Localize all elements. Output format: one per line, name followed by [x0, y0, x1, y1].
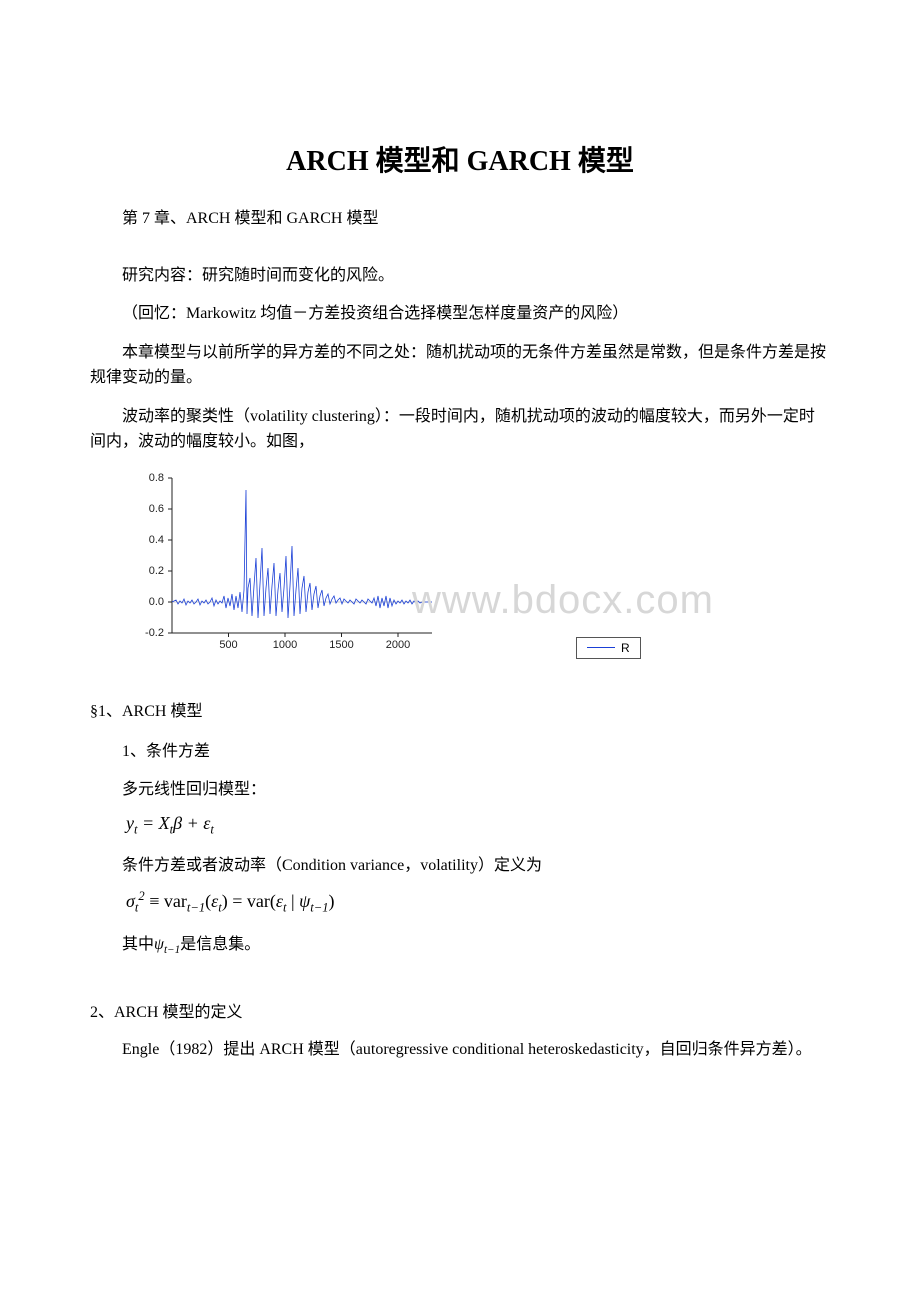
text-info-set: 其中ψt−1是信息集。	[122, 930, 830, 956]
f2-bar: |	[286, 891, 299, 911]
formula-regression: yt = Xtβ + εt	[126, 813, 830, 838]
ytick-0.8: 0.8	[149, 472, 164, 484]
f2-equiv: ≡ var	[145, 891, 187, 911]
section-1-heading: §1、ARCH 模型	[90, 697, 830, 721]
f2-eq: = var(	[228, 891, 276, 911]
paragraph-research-content: 研究内容：研究随时间而变化的风险。	[90, 264, 830, 289]
f1-beta: β	[173, 813, 182, 833]
paragraph-engle: Engle（1982）提出 ARCH 模型（autoregressive con…	[90, 1038, 830, 1063]
text-cond-variance-def: 条件方差或者波动率（Condition variance，volatility）…	[122, 851, 830, 875]
f1-X: X	[159, 813, 170, 833]
paragraph-recall: （回忆：Markowitz 均值－方差投资组合选择模型怎样度量资产的风险）	[90, 302, 830, 327]
xtick-500: 500	[219, 639, 237, 648]
f2-sub-tm1b: t−1	[310, 901, 328, 915]
xtick-2000: 2000	[386, 639, 410, 648]
subsection-1-2: 2、ARCH 模型的定义	[90, 998, 830, 1022]
ytick-0.6: 0.6	[149, 503, 164, 515]
f1-plus: +	[182, 813, 203, 833]
f1-eq: =	[138, 813, 159, 833]
document-page: ARCH 模型和 GARCH 模型 第 7 章、ARCH 模型和 GARCH 模…	[0, 0, 920, 1302]
text-multiregression: 多元线性回归模型：	[122, 775, 830, 799]
f2-sub-tm1a: t−1	[187, 901, 205, 915]
paragraph-engle-text: Engle（1982）提出 ARCH 模型（autoregressive con…	[90, 1038, 812, 1063]
formula-cond-variance: σt2 ≡ vart−1(εt) = var(εt | ψt−1)	[126, 889, 830, 916]
subsection-1-1: 1、条件方差	[122, 737, 830, 761]
volatility-chart: www.bdocx.com -0.2 0.0 0.2 0.4 0.6 0.8	[132, 468, 830, 659]
volatility-chart-svg: -0.2 0.0 0.2 0.4 0.6 0.8 500 1000 1500	[132, 468, 442, 648]
paragraph-volatility-clustering: 波动率的聚类性（volatility clustering）：一段时间内，随机扰…	[90, 405, 830, 455]
xtick-1500: 1500	[329, 639, 353, 648]
chart-legend: R	[576, 637, 641, 659]
f2-psi: ψ	[299, 891, 310, 911]
f2-close2: )	[329, 891, 335, 911]
psi-symbol: ψ	[154, 936, 164, 953]
series-R	[172, 490, 432, 618]
info-set-post: 是信息集。	[180, 936, 260, 953]
chapter-heading: 第 7 章、ARCH 模型和 GARCH 模型	[90, 207, 830, 232]
ytick-0.4: 0.4	[149, 534, 164, 546]
legend-label: R	[621, 641, 630, 655]
watermark-text: www.bdocx.com	[412, 578, 714, 623]
psi-sub: t−1	[164, 944, 180, 956]
xtick-1000: 1000	[273, 639, 297, 648]
ytick-0.2: 0.2	[149, 565, 164, 577]
f2-eps2: ε	[276, 891, 283, 911]
paragraph-difference: 本章模型与以前所学的异方差的不同之处：随机扰动项的无条件方差虽然是常数，但是条件…	[90, 341, 830, 391]
paragraph-volatility-text: 波动率的聚类性（volatility clustering）：一段时间内，随机扰…	[90, 405, 830, 455]
paragraph-difference-text: 本章模型与以前所学的异方差的不同之处：随机扰动项的无条件方差虽然是常数，但是条件…	[90, 341, 830, 391]
f1-t3: t	[210, 822, 214, 836]
page-title: ARCH 模型和 GARCH 模型	[90, 139, 830, 179]
legend-line-icon	[587, 647, 615, 648]
f2-sigma: σ	[126, 891, 135, 911]
ytick-0.0: 0.0	[149, 596, 164, 608]
ytick--0.2: -0.2	[145, 627, 164, 639]
info-set-pre: 其中	[122, 936, 154, 953]
f1-y: y	[126, 813, 134, 833]
